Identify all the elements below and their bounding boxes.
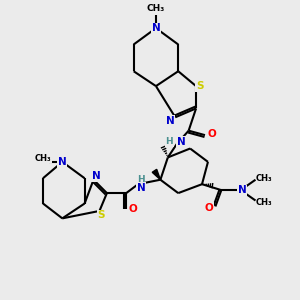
Text: H: H <box>166 137 173 146</box>
Text: N: N <box>238 185 247 195</box>
Text: N: N <box>58 157 67 167</box>
Text: S: S <box>97 210 105 220</box>
Text: CH₃: CH₃ <box>35 154 51 163</box>
Text: CH₃: CH₃ <box>256 197 273 206</box>
Text: H: H <box>137 175 145 184</box>
Text: CH₃: CH₃ <box>256 174 273 183</box>
Polygon shape <box>152 169 160 180</box>
Text: O: O <box>205 203 213 213</box>
Text: O: O <box>207 129 216 139</box>
Text: N: N <box>177 137 186 147</box>
Text: S: S <box>196 81 203 91</box>
Text: N: N <box>92 171 101 181</box>
Text: CH₃: CH₃ <box>147 4 165 13</box>
Text: N: N <box>152 23 160 33</box>
Text: N: N <box>166 116 174 126</box>
Text: N: N <box>137 183 146 193</box>
Text: O: O <box>128 204 137 214</box>
